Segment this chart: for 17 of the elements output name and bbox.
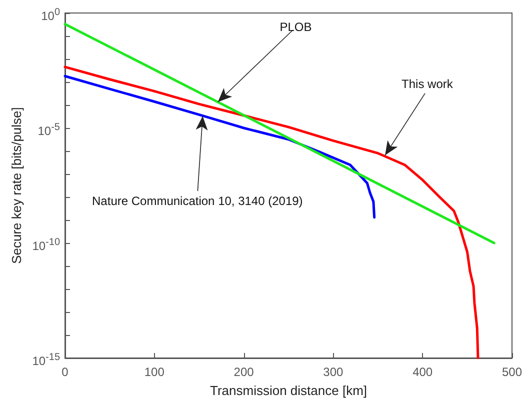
y-axis-title: Secure key rate [bits/pulse] [9,107,24,264]
y-tick-label: 10$^{0}$ [41,6,60,24]
x-tick-label: 200 [234,365,254,379]
x-tick-label: 400 [412,365,433,379]
x-tick-label: 0 [62,365,69,379]
y-tick-label: 10$^{-15}$ [32,351,60,369]
annotation: This work [402,76,454,91]
x-tick-label: 300 [323,365,344,379]
annotation: PLOB [280,20,312,34]
x-axis-title: Transmission distance [km] [210,383,367,398]
x-tick-label: 100 [144,365,165,379]
line-series [64,74,376,219]
annotation: Nature Communication 10, 3140 (2019) [92,194,303,208]
x-tick-label: 500 [502,365,522,379]
line-series [64,66,480,360]
y-tick-label: 10$^{-5}$ [38,121,60,139]
y-tick-label: 10$^{-10}$ [32,236,60,254]
